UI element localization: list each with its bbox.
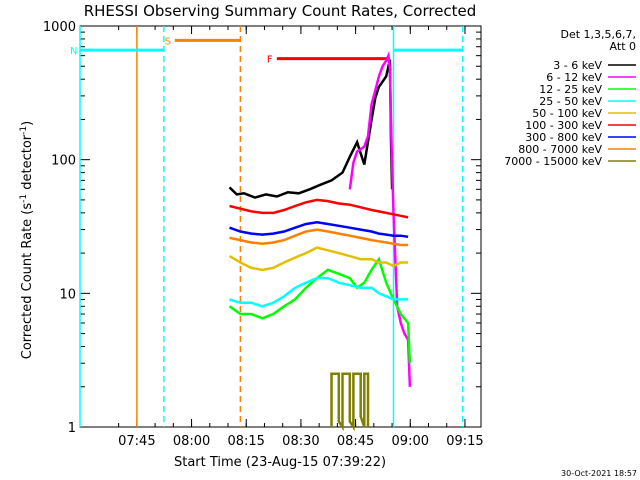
y-axis-label: Corrected Count Rate (s-1 detector-1) <box>19 121 35 359</box>
legend-entry-label: 50 - 100 keV <box>532 107 602 120</box>
legend-entry-label: 3 - 6 keV <box>553 59 602 72</box>
series-line <box>229 228 409 247</box>
y-axis-label-part: Corrected Count Rate (s <box>20 203 35 360</box>
x-tick-label: 09:15 <box>446 434 483 449</box>
x-tick-label: 08:45 <box>337 434 374 449</box>
x-tick-label: 08:00 <box>173 434 210 449</box>
legend-entry-label: 12 - 25 keV <box>539 83 602 96</box>
x-axis-ticks: 07:45 08:00 08:15 08:30 08:45 09:00 09:15 <box>118 26 484 449</box>
y-axis-label-part: detector <box>20 134 35 194</box>
legend-entry-label: 800 - 7000 keV <box>518 143 602 156</box>
y-tick-label: 1000 <box>43 20 76 35</box>
legend-header: Att 0 <box>610 40 636 53</box>
legend-entry-label: 300 - 800 keV <box>525 131 602 144</box>
legend-entry-label: 6 - 12 keV <box>546 71 602 84</box>
y-axis-label-part: -1 <box>19 126 29 135</box>
series-lines <box>228 50 412 432</box>
legend-entry-label: 25 - 50 keV <box>539 95 602 108</box>
chart-title: RHESSI Observing Summary Count Rates, Co… <box>84 2 477 20</box>
attenuator-annotations: S N F <box>70 36 463 66</box>
series-line <box>330 372 370 432</box>
y-tick-label: 10 <box>59 287 76 302</box>
series-line <box>229 276 409 308</box>
x-tick-label: 09:00 <box>392 434 429 449</box>
vertical-markers <box>79 26 464 427</box>
y-axis-ticks: 1 10 100 1000 <box>43 20 481 436</box>
y-tick-label: 1 <box>68 421 76 436</box>
legend-header: Det 1,3,5,6,7, <box>560 28 636 41</box>
annotation-label: S <box>165 36 171 47</box>
series-line <box>228 246 409 272</box>
y-axis-label-part: -1 <box>19 194 29 203</box>
y-axis-label-part: ) <box>20 121 35 126</box>
series-line <box>228 59 394 199</box>
annotation-label: F <box>267 55 273 66</box>
plot-area-frame <box>79 25 482 428</box>
series-line <box>229 221 409 239</box>
series-line <box>229 198 409 219</box>
x-tick-label: 08:15 <box>227 434 264 449</box>
legend-entry-label: 7000 - 15000 keV <box>504 155 602 168</box>
x-axis-label: Start Time (23-Aug-15 07:39:22) <box>174 455 386 470</box>
timestamp: 30-Oct-2021 18:57 <box>561 469 637 478</box>
legend-entry-label: 100 - 300 keV <box>525 119 602 132</box>
series-line <box>228 256 412 364</box>
x-tick-label: 07:45 <box>118 434 155 449</box>
x-tick-label: 08:30 <box>282 434 319 449</box>
annotation-label: N <box>70 46 77 57</box>
series-line <box>348 50 412 387</box>
y-tick-label: 100 <box>51 154 76 169</box>
